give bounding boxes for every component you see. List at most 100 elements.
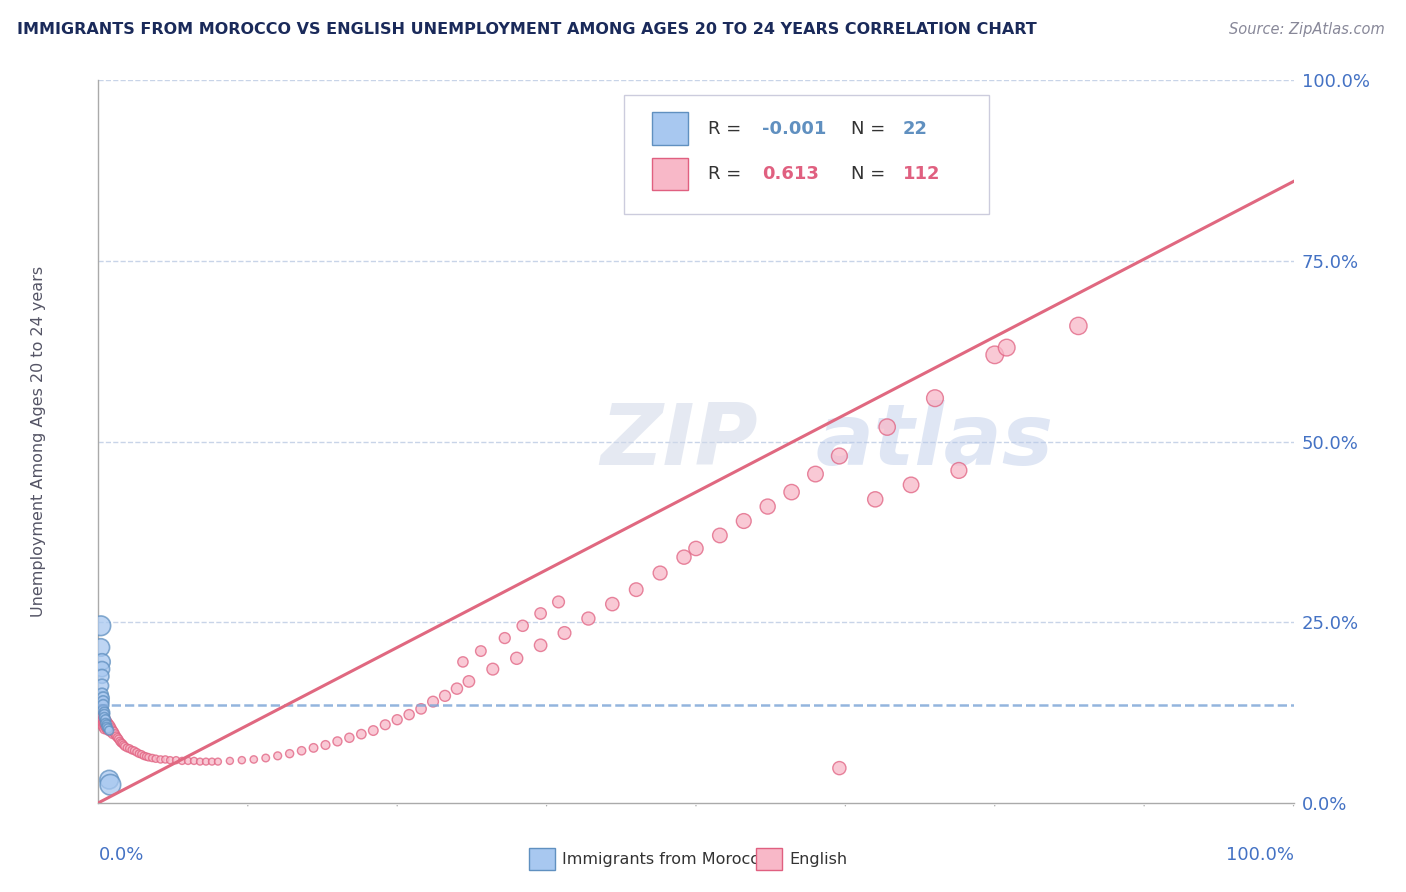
Point [165,753,187,767]
Point [97,722,120,736]
Point [98,722,122,736]
Point [506,651,529,665]
Text: Immigrants from Morocco: Immigrants from Morocco [562,852,769,867]
Point [91,655,114,669]
Point [91,695,114,709]
Point [91,716,114,731]
Point [118,741,141,756]
Point [363,723,385,738]
Point [267,748,290,763]
Point [115,740,138,755]
Point [91,679,114,693]
Point [446,681,468,696]
Point [339,731,361,745]
Point [91,713,114,727]
Point [98,778,122,792]
Text: 0.0%: 0.0% [98,847,143,864]
Point [89,706,111,720]
Point [207,755,229,769]
Point [756,500,779,514]
Point [131,747,153,762]
Point [98,718,121,732]
Point [97,716,120,731]
Point [103,725,125,739]
Point [984,348,1007,362]
Point [91,691,114,706]
Point [105,729,128,743]
Point [924,391,946,405]
Point [94,720,117,734]
Point [98,722,121,736]
Point [374,718,396,732]
Point [90,696,112,710]
Point [780,485,803,500]
Point [876,420,898,434]
Point [90,640,112,655]
Point [107,731,129,745]
Point [138,750,160,764]
Point [91,703,114,717]
Point [93,718,115,732]
Point [385,713,409,727]
Point [94,713,117,727]
Point [291,744,314,758]
Point [828,449,851,463]
Point [110,736,132,750]
Point [90,709,112,723]
Point [243,752,266,766]
Point [97,720,120,734]
Point [107,732,129,747]
Point [155,752,177,766]
Point [121,743,143,757]
Point [96,718,118,732]
Point [547,595,569,609]
Point [219,754,242,768]
Point [93,710,115,724]
Point [91,662,114,676]
Point [673,550,696,565]
Point [278,747,301,761]
Point [98,719,122,733]
Point [98,772,121,787]
Point [125,745,148,759]
Point [159,753,181,767]
Point [90,713,112,727]
Point [145,752,167,766]
Point [93,710,115,724]
Point [91,707,114,722]
Point [132,748,155,763]
Point [97,723,120,738]
Point [434,689,457,703]
Text: R =: R = [709,165,741,183]
Point [578,611,600,625]
Point [98,725,122,739]
Point [90,702,112,716]
Point [91,687,114,701]
Point [177,754,200,768]
Point [188,755,211,769]
Point [948,463,970,477]
Point [96,722,118,736]
Point [141,751,163,765]
Point [458,674,481,689]
Bar [652,112,688,145]
Point [111,737,134,751]
Point [104,727,127,741]
Text: N =: N = [852,120,886,137]
Point [91,714,114,728]
Point [709,528,731,542]
Point [398,707,420,722]
Point [481,662,505,676]
Point [626,582,648,597]
Point [89,695,111,709]
Bar [756,848,782,870]
Point [93,714,115,729]
Text: Source: ZipAtlas.com: Source: ZipAtlas.com [1229,22,1385,37]
Point [648,566,672,580]
Point [112,738,135,752]
Text: IMMIGRANTS FROM MOROCCO VS ENGLISH UNEMPLOYMENT AMONG AGES 20 TO 24 YEARS CORREL: IMMIGRANTS FROM MOROCCO VS ENGLISH UNEMP… [17,22,1036,37]
Point [828,761,851,775]
Point [94,716,117,731]
Point [733,514,755,528]
Point [451,655,474,669]
